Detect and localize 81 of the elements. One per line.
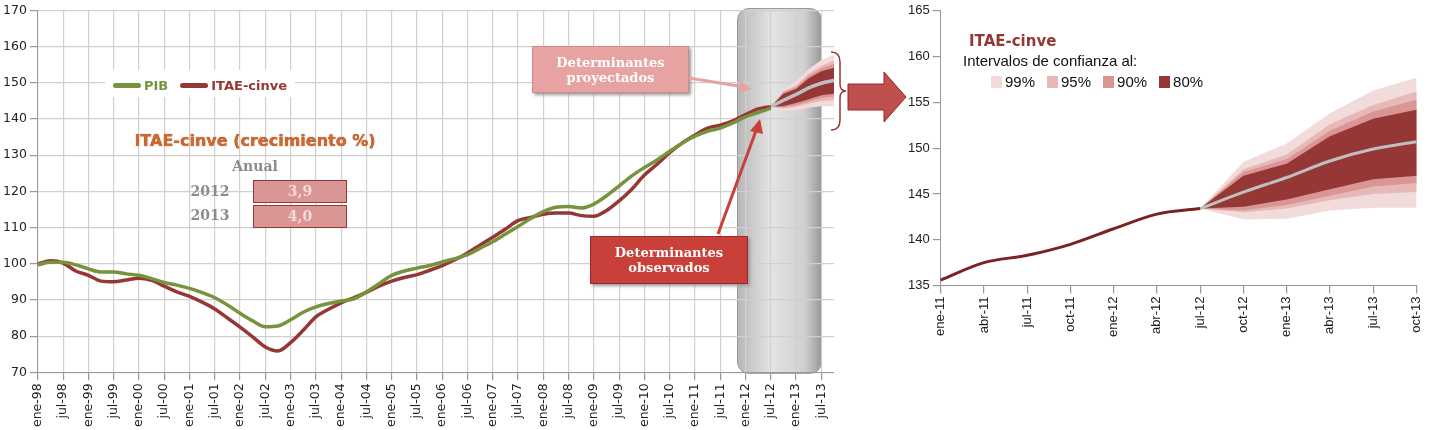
legend-label: PIB xyxy=(144,78,169,93)
x-tick-label: jul-05 xyxy=(408,383,424,420)
x-tick-label: oct-13 xyxy=(1407,296,1423,333)
x-tick-label: jul-10 xyxy=(660,383,676,420)
y-tick-label: 160 xyxy=(3,37,27,53)
x-tick-label: ene-12 xyxy=(1105,296,1121,338)
annotation: 2012 xyxy=(190,183,230,199)
x-tick-label: jul-12 xyxy=(1191,296,1207,330)
y-tick-label: 130 xyxy=(3,146,27,162)
annotation: Determinantes proyectados xyxy=(555,54,666,85)
y-tick-label: 160 xyxy=(907,48,930,64)
x-tick-label: jul-04 xyxy=(357,383,373,420)
x-tick-label: ene-05 xyxy=(382,383,398,428)
text: ITAE-cinve xyxy=(969,32,1058,50)
legend-label: 99% xyxy=(1005,73,1036,90)
y-tick-label: 145 xyxy=(907,185,930,201)
legend-label: 90% xyxy=(1117,73,1148,90)
x-tick-label: jul-11 xyxy=(711,383,727,420)
x-tick-label: ene-01 xyxy=(180,383,196,428)
x-tick-label: jul-07 xyxy=(509,383,525,420)
x-tick-label: ene-13 xyxy=(787,383,803,428)
y-tick-label: 140 xyxy=(3,110,27,126)
x-tick-label: jul-11 xyxy=(1018,296,1034,329)
x-tick-label: jul-09 xyxy=(610,383,626,420)
y-tick-label: 170 xyxy=(3,1,27,17)
y-tick-label: 150 xyxy=(3,74,27,90)
x-tick-label: ene-10 xyxy=(635,383,651,428)
x-tick-label: ene-11 xyxy=(932,296,948,337)
x-tick-label: jul-13 xyxy=(812,383,828,420)
x-tick-label: abr-12 xyxy=(1148,296,1164,335)
x-tick-label: jul-06 xyxy=(458,383,474,420)
annotation: 4,0 xyxy=(287,208,313,224)
x-tick-label: ene-98 xyxy=(29,383,45,428)
x-tick-label: oct-12 xyxy=(1234,296,1250,333)
x-tick-label: ene-03 xyxy=(281,383,297,428)
y-tick-label: 90 xyxy=(10,291,27,307)
y-tick-label: 135 xyxy=(907,277,930,293)
x-tick-label: ene-06 xyxy=(433,383,449,428)
x-tick-label: ene-00 xyxy=(130,383,146,428)
line-series xyxy=(939,207,1202,282)
x-tick-label: jul-98 xyxy=(54,383,70,420)
x-tick-label: ene-04 xyxy=(332,383,348,428)
y-tick-label: 70 xyxy=(10,363,27,379)
y-tick-label: 140 xyxy=(907,231,930,247)
annotation: 2013 xyxy=(190,207,230,223)
annotation: Determinantes observados xyxy=(613,245,725,275)
line-series xyxy=(1198,140,1418,211)
x-tick-label: ene-08 xyxy=(534,383,550,428)
legend-label: ITAE-cinve xyxy=(211,78,288,93)
x-tick-label: ene-09 xyxy=(585,383,601,428)
x-tick-label: jul-99 xyxy=(104,383,120,420)
x-tick-label: jul-12 xyxy=(762,383,778,420)
y-tick-label: 110 xyxy=(3,218,27,234)
annotation: 3,9 xyxy=(287,183,313,199)
x-tick-label: ene-13 xyxy=(1278,296,1294,338)
x-tick-label: abr-13 xyxy=(1321,296,1337,335)
x-tick-label: jul-08 xyxy=(559,383,575,420)
y-tick-label: 150 xyxy=(907,139,930,155)
legend-label: 95% xyxy=(1061,73,1092,90)
x-tick-label: abr-11 xyxy=(975,296,991,334)
x-tick-label: ene-02 xyxy=(231,383,247,428)
x-tick-label: jul-02 xyxy=(256,383,272,420)
x-tick-label: ene-12 xyxy=(736,383,752,428)
x-tick-label: oct-11 xyxy=(1062,296,1078,332)
y-tick-label: 165 xyxy=(907,2,930,18)
annotation: Anual xyxy=(232,158,278,174)
x-tick-label: ene-11 xyxy=(686,383,702,428)
x-tick-label: jul-00 xyxy=(155,383,171,420)
y-tick-label: 80 xyxy=(10,327,27,343)
line-series xyxy=(769,78,836,109)
x-tick-label: ene-99 xyxy=(79,383,95,428)
annotation: ITAE-cinve (crecimiento %) xyxy=(134,131,376,150)
y-tick-label: 100 xyxy=(3,255,27,270)
x-tick-label: ene-07 xyxy=(484,383,500,428)
legend-label: 80% xyxy=(1173,73,1204,90)
x-tick-label: jul-03 xyxy=(307,383,323,420)
y-tick-label: 120 xyxy=(3,182,27,198)
y-tick-label: 155 xyxy=(907,93,930,109)
legend-title: Intervalos de confianza al: xyxy=(963,52,1139,69)
x-tick-label: jul-01 xyxy=(206,383,222,420)
x-tick-label: jul-13 xyxy=(1364,296,1380,330)
